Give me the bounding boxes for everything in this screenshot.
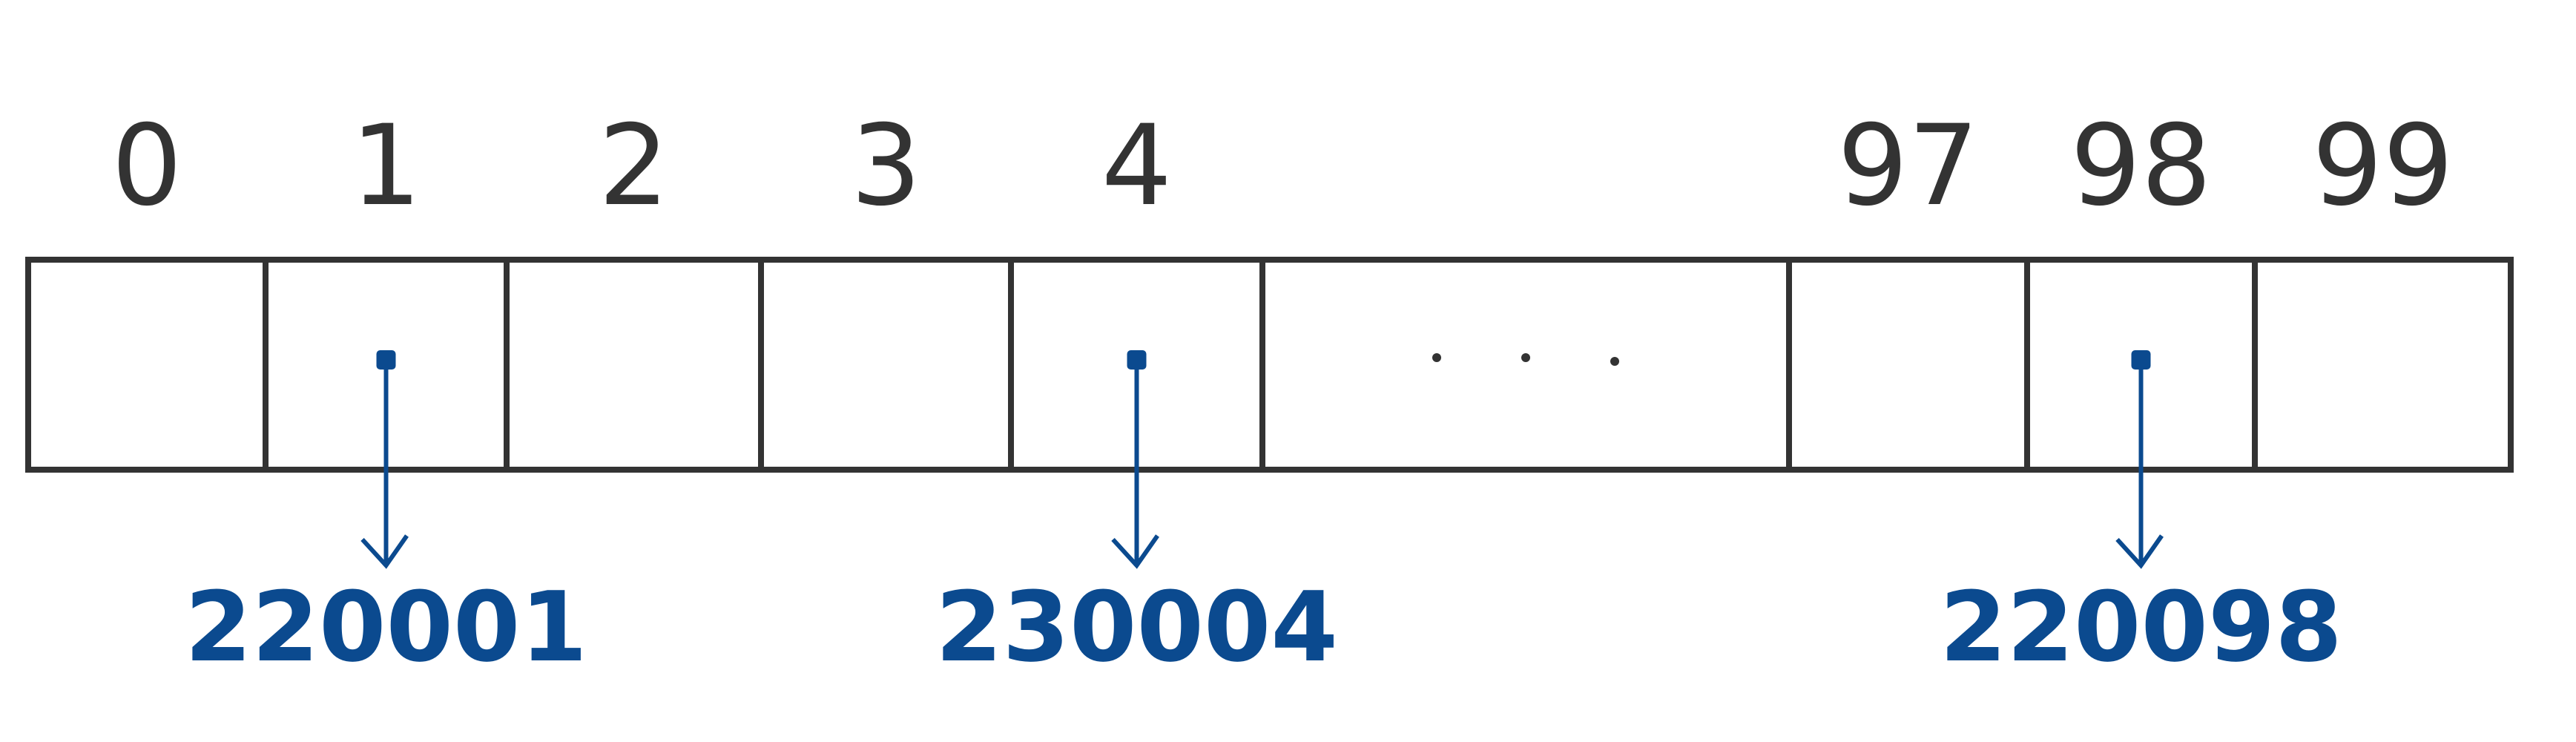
array-cell xyxy=(504,257,764,473)
pointer-arrowhead xyxy=(1111,534,1159,569)
array-cell xyxy=(758,257,1014,473)
pointer-value: 220098 xyxy=(1940,571,2342,683)
pointer-arrowhead xyxy=(360,534,409,569)
index-label: 99 xyxy=(2312,102,2454,231)
index-label: 98 xyxy=(2070,102,2212,231)
ellipsis-dot xyxy=(1610,357,1619,366)
pointer-value: 230004 xyxy=(935,571,1338,683)
index-label: 4 xyxy=(1101,102,1172,231)
array-cell xyxy=(25,257,269,473)
ellipsis-dot xyxy=(1432,353,1441,362)
ellipsis-cell xyxy=(1259,257,1792,473)
array-cell xyxy=(1786,257,2030,473)
array-cells xyxy=(25,257,2514,473)
index-label: 0 xyxy=(111,102,182,231)
index-label: 2 xyxy=(599,102,669,231)
index-label: 97 xyxy=(1837,102,1979,231)
pointer-value: 220001 xyxy=(185,571,587,683)
pointer-arrowhead xyxy=(2115,534,2164,569)
pointers: 220001 230004 220098 xyxy=(185,350,2342,683)
index-label: 3 xyxy=(851,102,921,231)
index-labels: 0 1 2 3 4 97 98 99 xyxy=(111,102,2454,231)
index-label: 1 xyxy=(351,102,421,231)
array-cell xyxy=(2252,257,2514,473)
ellipsis-dot xyxy=(1521,353,1530,362)
